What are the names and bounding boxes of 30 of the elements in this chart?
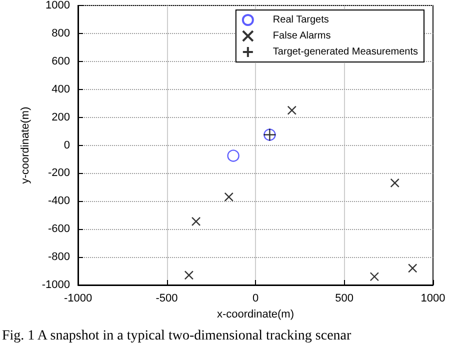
y-tick-label: 200 bbox=[52, 111, 70, 124]
y-tick-label: -200 bbox=[48, 167, 70, 180]
point bbox=[408, 264, 418, 273]
caption: Fig. 1 A snapshot in a typical two-dimensional tracking scenar bbox=[2, 328, 352, 344]
point bbox=[287, 106, 296, 115]
x-tick-label: 500 bbox=[335, 292, 354, 304]
y-tick-label: 600 bbox=[52, 55, 70, 68]
y-tick-label: -1000 bbox=[42, 279, 70, 291]
x-tick-label: -1000 bbox=[64, 292, 92, 304]
legend-label: False Alarms bbox=[272, 30, 331, 42]
x-tick-label: -500 bbox=[156, 292, 178, 304]
y-axis-title: y-coordinate(m) bbox=[19, 106, 32, 184]
x-tick-label: 1000 bbox=[420, 292, 446, 304]
point bbox=[184, 270, 194, 280]
y-tick-label: -400 bbox=[48, 195, 70, 208]
y-tick-label: 1000 bbox=[46, 0, 70, 12]
y-tick-label: -800 bbox=[48, 251, 70, 264]
legend-label: Real Targets bbox=[272, 14, 329, 26]
y-tick-label: 400 bbox=[52, 83, 70, 96]
x-tick-label: 0 bbox=[252, 292, 259, 304]
y-tick-label: 800 bbox=[52, 27, 70, 40]
point bbox=[390, 178, 400, 188]
point bbox=[224, 192, 234, 202]
legend-label: Target-generated Measurements bbox=[272, 46, 418, 58]
point bbox=[227, 150, 240, 162]
y-tick-label: 0 bbox=[64, 139, 70, 152]
x-axis-title: x-coordinate(m) bbox=[216, 308, 294, 320]
y-tick-label: -600 bbox=[48, 223, 70, 236]
point bbox=[191, 216, 201, 226]
point bbox=[370, 272, 380, 282]
